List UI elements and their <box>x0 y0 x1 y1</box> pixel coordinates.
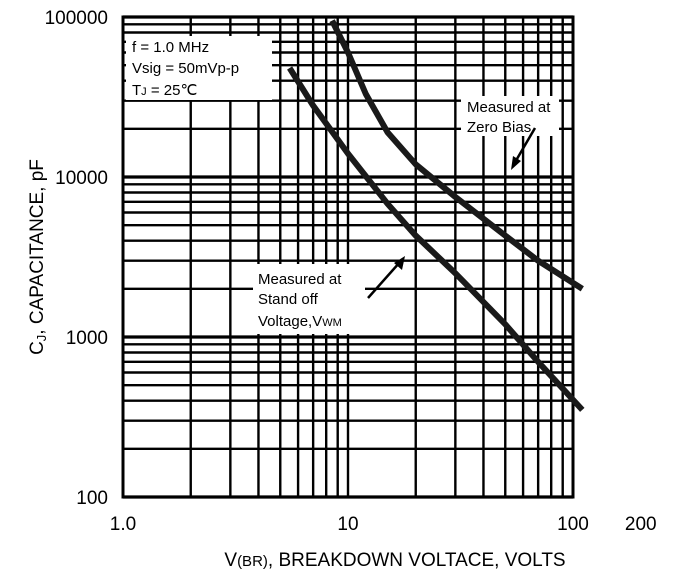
x-tick-label: 200 <box>625 514 657 535</box>
annotation-standoff-line3-sub: WM <box>322 317 342 329</box>
y-tick-label: 1000 <box>66 328 108 349</box>
x-tick-label: 100 <box>557 514 589 535</box>
y-axis-title-prefix: C <box>27 341 48 355</box>
annotation-zero-bias-line2: Zero Bias <box>467 119 531 136</box>
conditions-box: f = 1.0 MHz Vsig = 50mVp-p TJ = 25℃ <box>126 36 272 100</box>
annotation-standoff-line1: Measured at <box>258 271 342 288</box>
annotation-standoff-line2: Stand off <box>258 291 319 308</box>
x-tick-label: 10 <box>337 514 358 535</box>
series-line-1 <box>329 19 584 292</box>
condition-vsig: Vsig = 50mVp-p <box>132 60 239 77</box>
condition-temperature: TJ = 25℃ <box>132 82 197 99</box>
annotation-standoff: Measured at Stand off Voltage,VWM <box>253 256 405 334</box>
y-tick-label: 10000 <box>55 168 108 189</box>
annotation-zero-bias-line1: Measured at <box>467 99 551 116</box>
x-axis-title-sub: (BR) <box>237 553 268 570</box>
annotation-standoff-line3-prefix: Voltage,V <box>258 313 322 330</box>
annotation-zero-bias: Measured at Zero Bias <box>461 96 559 170</box>
condition-temperature-sub: J <box>141 86 147 98</box>
series-layer <box>287 19 585 412</box>
y-tick-label: 100 <box>76 488 108 509</box>
x-axis-title: V(BR), BREAKDOWN VOLTACE, VOLTS <box>224 550 565 571</box>
y-axis-title-rest: , CAPACITANCE, pF <box>27 159 48 335</box>
condition-temperature-prefix: T <box>132 82 141 99</box>
x-tick-label: 1.0 <box>110 514 136 535</box>
annotation-zero-bias-arrow <box>512 127 537 165</box>
condition-temperature-rest: = 25℃ <box>147 82 198 99</box>
y-axis-title: CJ, CAPACITANCE, pF <box>27 159 49 355</box>
x-axis-title-prefix: V <box>224 550 237 571</box>
annotation-standoff-line3: Voltage,VWM <box>258 313 342 330</box>
annotation-zero-bias-arrowhead <box>511 156 521 170</box>
x-axis-title-rest: , BREAKDOWN VOLTACE, VOLTS <box>268 550 566 571</box>
series-line-2 <box>287 66 585 412</box>
annotation-standoff-arrow <box>367 261 401 299</box>
plot-frame <box>121 15 575 499</box>
y-axis-title-sub: J <box>34 335 49 342</box>
annotation-standoff-arrowhead <box>394 256 405 270</box>
condition-frequency: f = 1.0 MHz <box>132 39 209 56</box>
y-tick-label: 100000 <box>45 8 108 29</box>
